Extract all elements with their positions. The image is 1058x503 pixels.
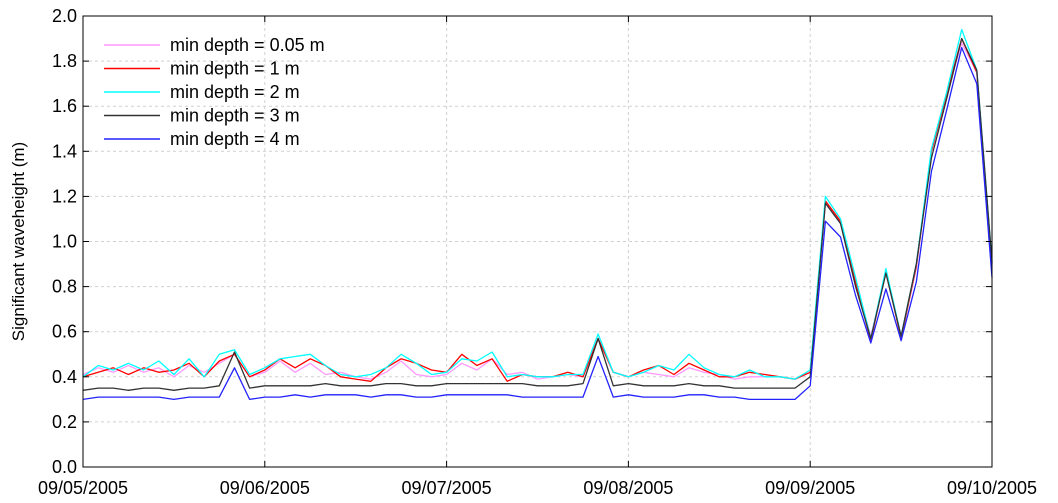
y-tick-label: 1.4 <box>52 141 77 161</box>
x-tick-label: 09/10/2005 <box>947 478 1037 498</box>
x-tick-label: 09/09/2005 <box>765 478 855 498</box>
x-tick-label: 09/06/2005 <box>220 478 310 498</box>
legend-label: min depth = 1 m <box>170 59 300 79</box>
y-tick-label: 1.2 <box>52 186 77 206</box>
x-tick-label: 09/08/2005 <box>583 478 673 498</box>
x-tick-label: 09/05/2005 <box>38 478 128 498</box>
y-tick-label: 0.0 <box>52 457 77 477</box>
y-tick-label: 0.4 <box>52 367 77 387</box>
y-axis-label: Significant waveheight (m) <box>9 142 28 341</box>
y-axis-ticks: 0.0 0.2 0.4 0.6 0.8 1.0 1.2 1.4 1.6 1.8 2.0 <box>52 6 992 477</box>
grid-lines <box>83 16 992 467</box>
x-tick-label: 09/07/2005 <box>402 478 492 498</box>
series-line <box>82 37 993 391</box>
y-tick-label: 0.2 <box>52 412 77 432</box>
series-line <box>82 28 993 380</box>
legend-label: min depth = 4 m <box>170 129 300 149</box>
y-tick-label: 1.6 <box>52 96 77 116</box>
y-tick-label: 0.6 <box>52 322 77 342</box>
legend-label: min depth = 3 m <box>170 106 300 126</box>
legend: min depth = 0.05 m min depth = 1 m min dep… <box>104 35 325 149</box>
series-line <box>82 46 993 401</box>
legend-label: min depth = 2 m <box>170 82 300 102</box>
legend-label: min depth = 0.05 m <box>170 35 325 55</box>
x-axis-ticks: 09/05/2005 09/06/2005 09/07/2005 09/08/2005… <box>38 16 1037 498</box>
y-tick-label: 1.0 <box>52 232 77 252</box>
y-tick-label: 1.8 <box>52 51 77 71</box>
series-layer <box>82 28 993 401</box>
y-tick-label: 2.0 <box>52 6 77 26</box>
y-tick-label: 0.8 <box>52 277 77 297</box>
